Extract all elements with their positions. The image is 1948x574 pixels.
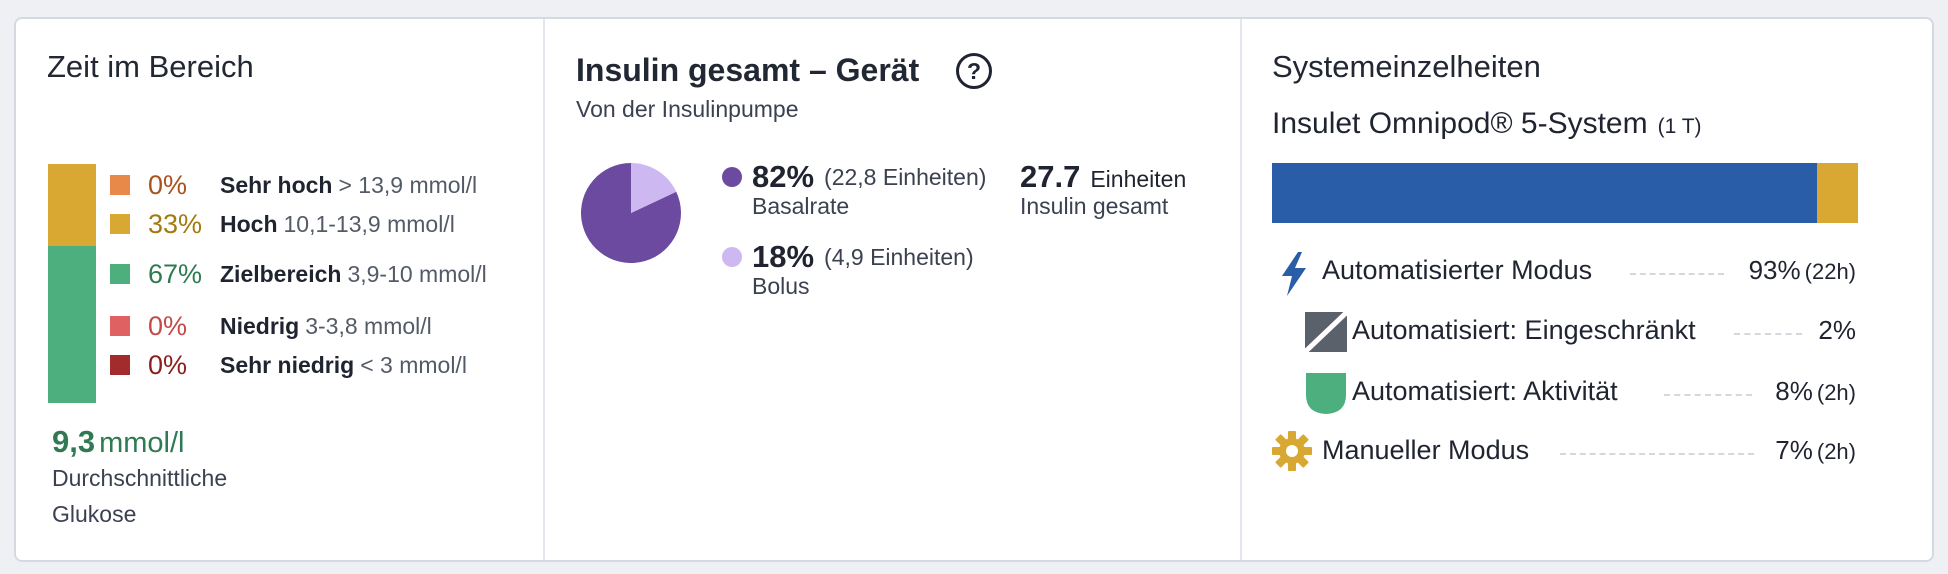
basal-units: (22,8 Einheiten) bbox=[824, 163, 987, 190]
tir-range: 10,1-13,9 mmol/l bbox=[283, 210, 455, 237]
tir-row-very-low: 0% Sehr niedrig < 3 mmol/l bbox=[110, 350, 467, 380]
bolus-units: (4,9 Einheiten) bbox=[824, 243, 974, 270]
tir-label: Zielbereich bbox=[220, 260, 342, 287]
bolus-label: Bolus bbox=[752, 273, 810, 299]
tir-pct: 0% bbox=[148, 310, 188, 341]
bolus-swatch bbox=[722, 247, 742, 267]
lightning-bolt-icon bbox=[1282, 252, 1306, 296]
mode-value: 8% (2h) bbox=[1775, 376, 1856, 407]
mode-hours: (2h) bbox=[1816, 439, 1856, 464]
mode-label: Automatisiert: Eingeschränkt bbox=[1352, 315, 1696, 345]
device-row: Insulet Omnipod® 5-System (1 T) bbox=[1272, 107, 1702, 141]
tir-range: 3-3,8 mmol/l bbox=[305, 312, 432, 339]
bolus-row: 18% (4,9 Einheiten) bbox=[722, 239, 974, 275]
mode-pct: 7% bbox=[1775, 435, 1813, 465]
tir-range: < 3 mmol/l bbox=[360, 351, 467, 378]
mode-value: 7% (2h) bbox=[1775, 435, 1856, 466]
tir-bar-target bbox=[48, 246, 96, 403]
tir-pct: 0% bbox=[148, 169, 188, 200]
leader-line bbox=[1734, 333, 1802, 335]
basal-row: 82% (22,8 Einheiten) bbox=[722, 159, 986, 195]
mode-label: Automatisierter Modus bbox=[1322, 255, 1593, 285]
leader-line bbox=[1630, 273, 1724, 275]
tir-row-very-high: 0% Sehr hoch > 13,9 mmol/l bbox=[110, 170, 477, 200]
mode-bar-automated bbox=[1272, 163, 1817, 223]
tir-pct: 33% bbox=[148, 208, 203, 239]
tir-range: > 13,9 mmol/l bbox=[338, 171, 478, 198]
mode-usage-bar bbox=[1272, 163, 1858, 223]
insulin-subtitle: Von der Insulinpumpe bbox=[576, 96, 799, 122]
mode-pct: 93% bbox=[1748, 255, 1801, 285]
basal-pct: 82% bbox=[752, 159, 815, 194]
tir-bar-high bbox=[48, 164, 96, 246]
insulin-pie-chart bbox=[581, 163, 681, 263]
mode-hours: (22h) bbox=[1804, 259, 1856, 284]
tir-label: Sehr hoch bbox=[220, 171, 333, 198]
basal-label: Basalrate bbox=[752, 193, 850, 219]
very-low-swatch bbox=[110, 355, 130, 375]
avg-caption: Glukose bbox=[52, 501, 137, 527]
tir-pct: 0% bbox=[148, 349, 188, 380]
tir-pct: 67% bbox=[148, 258, 203, 289]
leader-line bbox=[1664, 394, 1752, 396]
basal-swatch bbox=[722, 167, 742, 187]
mode-value: 93% (22h) bbox=[1749, 255, 1856, 286]
mode-hours: (2h) bbox=[1816, 380, 1856, 405]
summary-card: Zeit im Bereich 0% Sehr hoch > 13,9 mmol… bbox=[14, 17, 1934, 562]
insulin-total-label: Insulin gesamt bbox=[1020, 193, 1169, 219]
leader-line bbox=[1560, 453, 1754, 455]
section-divider bbox=[543, 19, 545, 560]
insulin-total: 27.7 Einheiten bbox=[1020, 159, 1186, 195]
device-name: Insulet Omnipod® 5-System bbox=[1272, 107, 1648, 140]
mode-value: 2% bbox=[1818, 315, 1856, 346]
tir-title: Zeit im Bereich bbox=[47, 49, 254, 84]
help-icon[interactable]: ? bbox=[956, 53, 992, 89]
bolus-pct: 18% bbox=[752, 239, 815, 274]
tir-row-high: 33% Hoch 10,1-13,9 mmol/l bbox=[110, 209, 455, 239]
avg-caption: Durchschnittliche bbox=[52, 465, 228, 491]
insulin-title: Insulin gesamt – Gerät bbox=[576, 52, 920, 88]
avg-glucose-unit: mmol/l bbox=[99, 427, 185, 459]
tir-label: Hoch bbox=[220, 210, 278, 237]
device-days: (1 T) bbox=[1657, 115, 1702, 138]
tir-row-low: 0% Niedrig 3-3,8 mmol/l bbox=[110, 311, 432, 341]
gear-icon bbox=[1272, 431, 1312, 471]
insulin-total-value: 27.7 bbox=[1020, 159, 1081, 194]
very-high-swatch bbox=[110, 175, 130, 195]
target-swatch bbox=[110, 264, 130, 284]
tir-label: Niedrig bbox=[220, 312, 300, 339]
insulin-total-unit: Einheiten bbox=[1090, 166, 1187, 192]
shield-icon bbox=[1306, 373, 1346, 414]
section-divider bbox=[1240, 19, 1242, 560]
low-swatch bbox=[110, 316, 130, 336]
mode-pct: 2% bbox=[1818, 315, 1856, 345]
tir-range: 3,9-10 mmol/l bbox=[347, 260, 487, 287]
tir-label: Sehr niedrig bbox=[220, 351, 355, 378]
mode-bar-manual bbox=[1816, 163, 1858, 223]
avg-glucose-value: 9,3 bbox=[52, 424, 96, 459]
tir-row-target: 67% Zielbereich 3,9-10 mmol/l bbox=[110, 259, 487, 289]
system-title: Systemeinzelheiten bbox=[1272, 49, 1541, 84]
avg-glucose: 9,3 mmol/l bbox=[52, 424, 185, 460]
mode-label: Manueller Modus bbox=[1322, 435, 1530, 465]
limited-square-icon bbox=[1305, 312, 1347, 352]
pie-slice-bolus bbox=[631, 163, 677, 213]
mode-pct: 8% bbox=[1775, 376, 1813, 406]
high-swatch bbox=[110, 214, 130, 234]
mode-label: Automatisiert: Aktivität bbox=[1352, 376, 1618, 406]
